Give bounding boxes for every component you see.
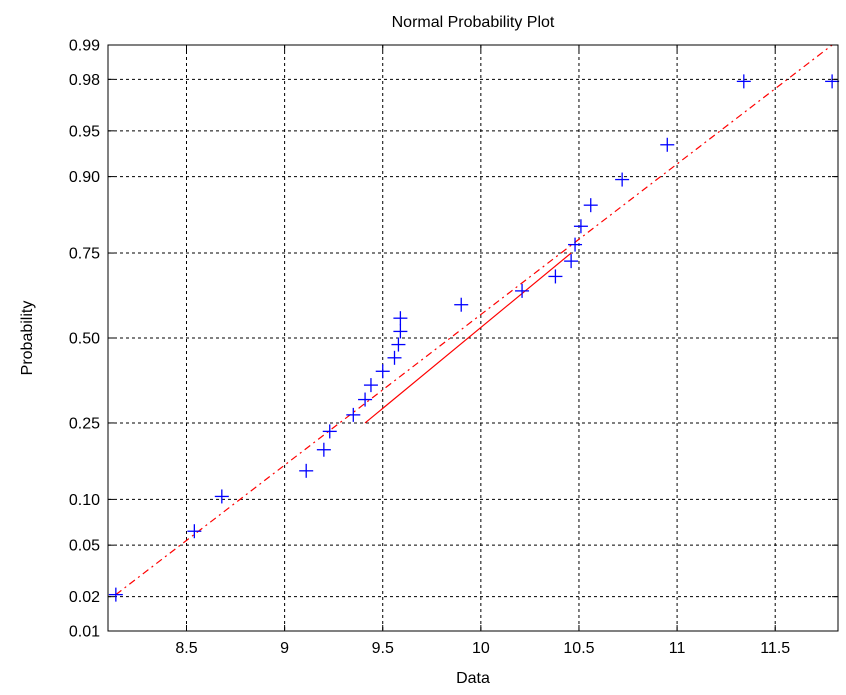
grid-lines <box>108 45 838 631</box>
data-point <box>214 489 229 504</box>
chart-title: Normal Probability Plot <box>392 14 555 31</box>
y-tick-label: 0.90 <box>69 169 100 186</box>
data-point <box>363 378 378 393</box>
data-point <box>358 392 373 407</box>
data-points <box>108 74 840 602</box>
x-tick-label: 11 <box>669 640 686 657</box>
y-tick-label: 0.25 <box>69 415 100 432</box>
data-point <box>108 587 123 602</box>
reference-line <box>115 44 833 596</box>
data-point <box>393 324 408 339</box>
data-point <box>660 137 675 152</box>
data-point <box>454 297 469 312</box>
data-point <box>316 442 331 457</box>
y-tick-label: 0.50 <box>69 331 100 348</box>
data-point <box>515 283 530 298</box>
data-point <box>393 311 408 326</box>
x-tick-label: 9.5 <box>372 640 394 657</box>
y-tick-label: 0.01 <box>69 624 100 641</box>
x-tick-label: 10 <box>472 640 490 657</box>
reference-line-solid <box>364 252 572 424</box>
data-point <box>573 219 588 234</box>
data-point <box>322 424 337 439</box>
y-tick-label: 0.75 <box>69 246 100 263</box>
data-point <box>736 74 751 89</box>
data-point <box>615 172 630 187</box>
x-tick-label: 11.5 <box>760 640 790 657</box>
y-tick-label: 0.95 <box>69 123 100 140</box>
y-tick-label: 0.98 <box>69 72 100 89</box>
reference-line-dashed <box>115 44 833 596</box>
x-axis-ticks: 8.5 9 9.5 10 10.5 11 11.5 <box>175 45 790 657</box>
data-point <box>548 269 563 284</box>
x-axis-label: Data <box>456 670 490 687</box>
data-point <box>825 74 840 89</box>
y-tick-label: 0.10 <box>69 492 100 509</box>
y-axis-ticks: 0.01 0.02 0.05 0.10 0.25 0.50 0.75 0.90 0.95 0.98… <box>69 38 838 641</box>
data-point <box>583 198 598 213</box>
data-point <box>346 407 361 422</box>
y-axis-label: Probability <box>19 301 36 376</box>
y-tick-label: 0.99 <box>69 38 100 55</box>
data-point <box>375 364 390 379</box>
data-point <box>387 350 402 365</box>
x-tick-label: 9 <box>280 640 289 657</box>
data-point <box>299 463 314 478</box>
data-point <box>564 254 579 269</box>
x-tick-label: 8.5 <box>175 640 197 657</box>
y-tick-label: 0.02 <box>69 589 100 606</box>
data-point <box>187 524 202 539</box>
data-point <box>391 337 406 352</box>
y-tick-label: 0.05 <box>69 538 100 555</box>
data-point <box>568 237 583 252</box>
x-tick-label: 10.5 <box>563 640 594 657</box>
